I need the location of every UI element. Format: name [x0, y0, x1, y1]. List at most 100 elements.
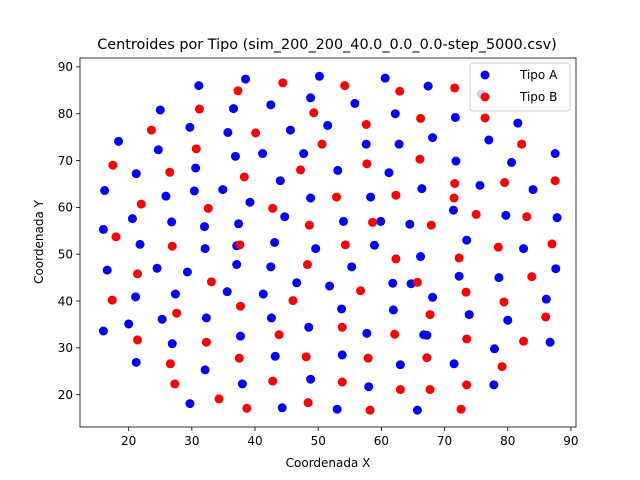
- point-tipo-a-106: [364, 382, 374, 392]
- point-tipo-b-45: [391, 254, 401, 264]
- legend-marker-tipo-a: [480, 70, 490, 80]
- x-tick-label-20: 20: [121, 434, 136, 448]
- point-tipo-b-49: [172, 308, 182, 318]
- point-tipo-b-63: [519, 336, 529, 346]
- point-tipo-b-40: [493, 242, 503, 252]
- y-tick-label-20: 20: [58, 388, 73, 402]
- point-tipo-a-102: [237, 379, 247, 389]
- plot-frame: [79, 57, 577, 428]
- point-tipo-a-27: [258, 149, 268, 159]
- point-tipo-a-39: [275, 176, 285, 186]
- point-tipo-b-6: [309, 108, 319, 118]
- point-tipo-a-44: [528, 185, 538, 195]
- point-tipo-a-7: [229, 104, 239, 114]
- x-tick-label-40: 40: [247, 434, 262, 448]
- point-tipo-a-97: [545, 337, 555, 347]
- point-tipo-a-88: [235, 331, 245, 341]
- point-tipo-b-66: [301, 352, 311, 362]
- y-axis-label: Coordenada Y: [32, 199, 46, 284]
- point-tipo-a-23: [153, 145, 163, 155]
- point-tipo-a-58: [200, 244, 210, 254]
- point-tipo-a-78: [222, 287, 232, 297]
- point-tipo-b-33: [167, 241, 177, 251]
- point-tipo-a-31: [451, 156, 461, 166]
- point-tipo-a-22: [484, 135, 494, 145]
- point-tipo-a-85: [124, 319, 134, 329]
- point-tipo-b-64: [165, 359, 175, 369]
- point-tipo-a-90: [304, 322, 314, 332]
- point-tipo-a-2: [314, 71, 324, 81]
- point-tipo-b-36: [340, 240, 350, 250]
- point-tipo-a-77: [170, 289, 180, 299]
- point-tipo-a-82: [388, 278, 398, 288]
- point-tipo-a-36: [189, 186, 199, 196]
- point-tipo-a-12: [450, 112, 460, 122]
- point-tipo-b-78: [303, 398, 313, 408]
- point-tipo-b-5: [194, 104, 204, 114]
- point-tipo-b-80: [456, 404, 466, 414]
- point-tipo-a-29: [333, 165, 343, 175]
- point-tipo-b-74: [425, 385, 435, 395]
- point-tipo-a-16: [223, 127, 233, 137]
- point-tipo-a-60: [270, 238, 280, 247]
- point-tipo-a-18: [323, 120, 333, 130]
- x-axis-ticks: 20 30 40 50 60 70 80 90: [121, 427, 579, 448]
- point-tipo-a-98: [98, 326, 108, 336]
- point-tipo-a-68: [182, 267, 192, 277]
- point-tipo-a-66: [102, 265, 112, 275]
- point-tipo-a-79: [258, 289, 268, 299]
- point-tipo-a-49: [280, 212, 290, 222]
- point-tipo-b-65: [234, 353, 244, 363]
- point-tipo-a-87: [201, 313, 211, 323]
- legend-box: [469, 62, 571, 112]
- point-tipo-b-51: [288, 296, 298, 306]
- point-tipo-a-95: [464, 310, 474, 320]
- point-tipo-a-76: [131, 292, 141, 302]
- point-tipo-b-56: [541, 312, 551, 322]
- point-tipo-b-11: [251, 128, 261, 138]
- point-tipo-b-9: [480, 113, 490, 123]
- point-tipo-a-81: [325, 281, 335, 291]
- point-tipo-b-35: [304, 220, 314, 230]
- point-tipo-a-92: [362, 328, 372, 338]
- point-tipo-b-31: [522, 212, 532, 222]
- point-tipo-a-115: [489, 380, 499, 390]
- point-tipo-a-42: [417, 184, 427, 194]
- point-tipo-b-8: [416, 113, 426, 123]
- y-tick-label-40: 40: [58, 294, 73, 308]
- y-tick-label-30: 30: [58, 341, 73, 355]
- point-tipo-a-57: [135, 239, 145, 249]
- point-tipo-a-53: [448, 205, 458, 215]
- legend-label-tipo-b: Tipo B: [519, 90, 557, 104]
- x-tick-label-50: 50: [311, 434, 326, 448]
- point-tipo-b-60: [337, 322, 347, 332]
- point-tipo-b-42: [133, 269, 142, 279]
- point-tipo-a-10: [350, 98, 360, 108]
- point-tipo-a-37: [218, 185, 228, 195]
- point-tipo-b-16: [165, 167, 175, 177]
- y-tick-label-70: 70: [58, 154, 73, 168]
- x-tick-label-90: 90: [563, 434, 578, 448]
- point-tipo-a-110: [489, 344, 499, 354]
- point-tipo-b-43: [206, 277, 216, 287]
- point-tipo-b-32: [111, 232, 121, 242]
- legend-label-tipo-a: Tipo A: [519, 68, 558, 82]
- point-tipo-b-26: [268, 203, 278, 213]
- point-tipo-a-43: [475, 180, 485, 190]
- point-tipo-b-55: [499, 297, 509, 307]
- point-tipo-a-28: [299, 149, 309, 159]
- point-tipo-a-35: [161, 191, 171, 201]
- point-tipo-a-84: [541, 294, 551, 304]
- y-tick-label-60: 60: [58, 201, 73, 215]
- point-tipo-a-108: [419, 330, 429, 340]
- point-tipo-a-21: [428, 133, 438, 143]
- x-tick-label-80: 80: [500, 434, 515, 448]
- point-tipo-b-15: [108, 160, 118, 170]
- point-tipo-b-34: [235, 240, 245, 250]
- point-tipo-a-104: [306, 374, 316, 384]
- point-tipo-b-2: [395, 86, 405, 96]
- point-tipo-a-56: [98, 224, 108, 234]
- point-tipo-a-103: [270, 351, 280, 361]
- point-tipo-a-30: [384, 168, 394, 178]
